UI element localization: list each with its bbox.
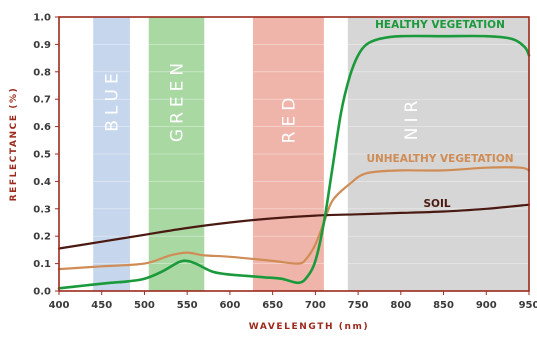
series-line-soil [57,203,531,250]
x-tick-label: 700 [305,300,326,311]
x-axis-title: WAVELENGTH (nm) [249,322,369,332]
x-tick-label: 950 [519,300,537,311]
y-tick-label: 0.6 [33,122,51,133]
y-tick-label: 0.7 [33,95,51,106]
x-tick-label: 850 [433,300,454,311]
band-label-nir: NIR [402,96,422,141]
y-tick-label: 0.1 [33,259,51,270]
band-label-green: GREEN [168,58,188,142]
series-label-unhealthy-vegetation: UNHEALTHY VEGETATION [366,153,513,165]
x-tick-label: 400 [49,300,70,311]
chart-labels: WAVELENGTH (nm) REFLECTANCE (%) BLUE GREEN R… [9,19,514,332]
series-lines [57,34,531,290]
y-axis-title: REFLECTANCE (%) [9,87,19,202]
x-tick-label: 750 [348,300,369,311]
band-label-red: RED [279,93,299,144]
x-tick-label: 800 [390,300,411,311]
x-tick-label: 600 [219,300,240,311]
y-tick-label: 0.0 [33,287,51,298]
series-label-healthy-vegetation: HEALTHY VEGETATION [375,19,505,31]
x-tick-label: 500 [134,300,155,311]
axes: 400 450 500 550 600 650 700 750 800 850 900 950 0.0 0… [33,13,537,312]
y-tick-label: 0.4 [33,177,51,188]
x-tick-label: 900 [476,300,497,311]
series-label-soil: SOIL [423,198,450,210]
y-tick-label: 0.8 [33,67,51,78]
x-tick-label: 550 [177,300,198,311]
series-line-healthy-vegetation [57,34,531,290]
y-tick-label: 0.3 [33,204,51,215]
y-tick-label: 0.5 [33,150,51,161]
y-tick-label: 1.0 [33,13,51,24]
series-line-unhealthy-vegetation [57,166,531,271]
y-tick-label: 0.2 [33,232,51,243]
x-tick-label: 650 [262,300,283,311]
y-tick-label: 0.9 [33,40,51,51]
band-label-blue: BLUE [103,68,123,131]
x-tick-label: 450 [91,300,112,311]
